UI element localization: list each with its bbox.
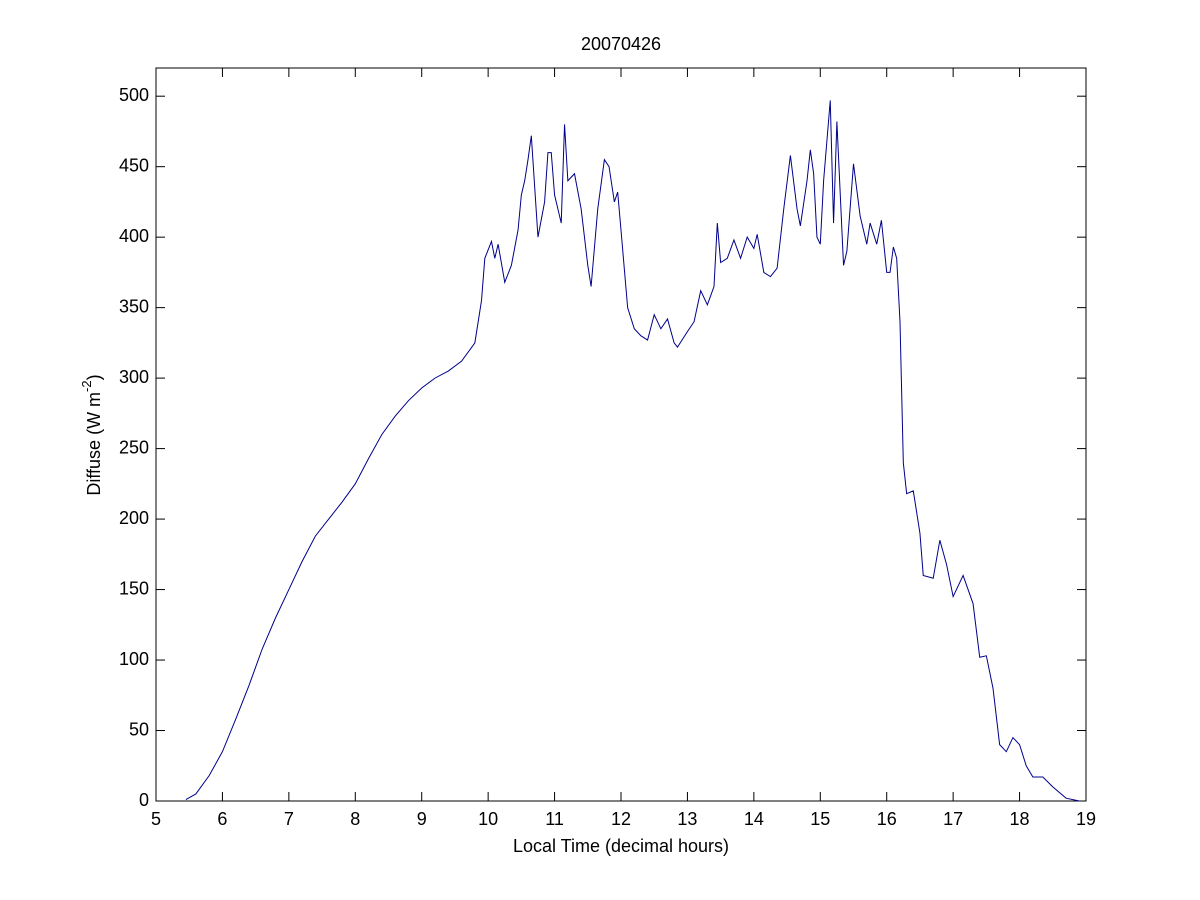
- x-tick-label: 11: [545, 809, 564, 829]
- y-tick-label: 300: [119, 367, 149, 387]
- y-tick-label: 150: [119, 578, 149, 598]
- y-tick-label: 100: [119, 649, 149, 669]
- x-tick-label: 19: [1076, 809, 1096, 829]
- y-tick-label: 400: [119, 226, 149, 246]
- plot-area: [155, 67, 1087, 802]
- data-line: [185, 100, 1080, 802]
- x-tick-label: 14: [744, 809, 764, 829]
- y-tick-label: 450: [119, 155, 149, 175]
- y-tick-label: 200: [119, 508, 149, 528]
- x-tick-label: 13: [677, 809, 697, 829]
- x-tick-label: 5: [151, 809, 161, 829]
- x-tick-label: 16: [877, 809, 897, 829]
- x-tick-label: 6: [217, 809, 227, 829]
- y-label-superscript: -2: [79, 380, 94, 392]
- y-tick-label: 250: [119, 437, 149, 457]
- y-tick-label: 0: [139, 790, 149, 810]
- x-tick-label: 8: [350, 809, 360, 829]
- x-tick-label: 15: [810, 809, 830, 829]
- y-axis-label: Diffuse (W m-2): [79, 374, 103, 495]
- x-tick-label: 7: [284, 809, 294, 829]
- y-tick-label: 50: [129, 719, 149, 739]
- chart-title: 20070426: [581, 34, 661, 54]
- x-tick-label: 18: [1010, 809, 1030, 829]
- x-axis-label: Local Time (decimal hours): [513, 836, 729, 856]
- y-tick-label: 500: [119, 85, 149, 105]
- x-tick-label: 9: [417, 809, 427, 829]
- y-tick-label: 350: [119, 296, 149, 316]
- x-tick-label: 10: [478, 809, 498, 829]
- x-tick-label: 12: [611, 809, 631, 829]
- x-tick-label: 17: [943, 809, 963, 829]
- y-label-suffix: ): [84, 374, 104, 380]
- y-label-text: Diffuse (W m: [84, 392, 104, 496]
